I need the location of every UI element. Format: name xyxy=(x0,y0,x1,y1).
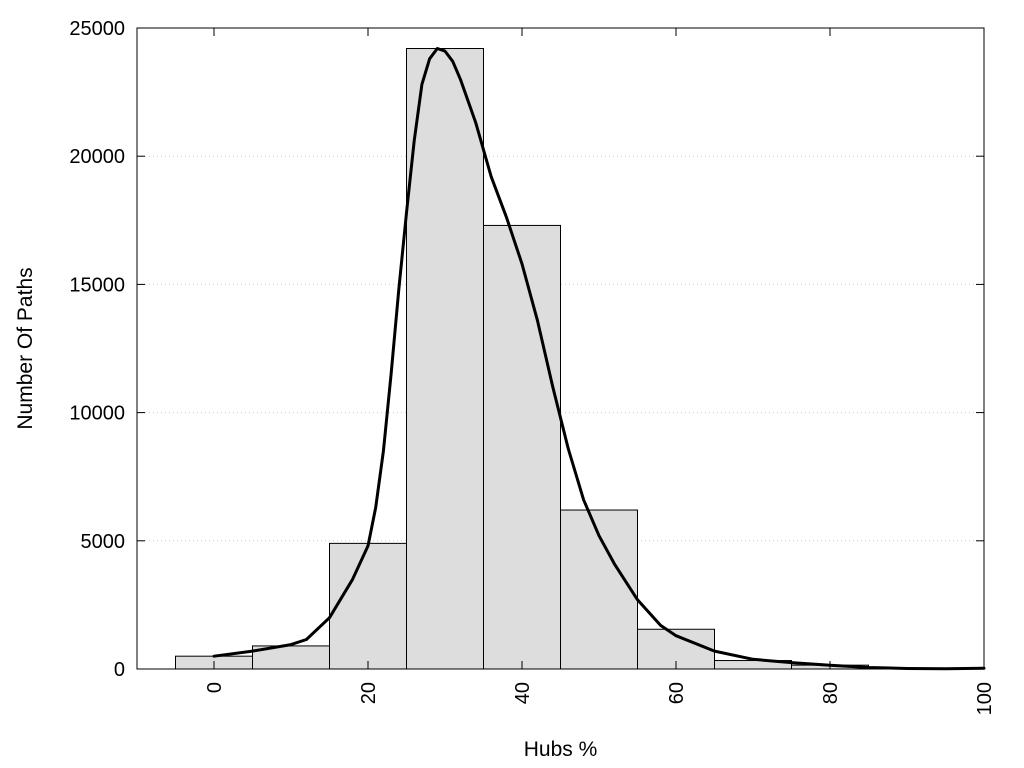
x-axis-label: Hubs % xyxy=(524,738,598,761)
x-tick-label: 100 xyxy=(974,682,996,715)
y-tick-label: 0 xyxy=(114,659,125,681)
x-tick-label: 40 xyxy=(512,682,534,704)
y-tick-label: 10000 xyxy=(69,403,125,425)
y-tick-label: 20000 xyxy=(69,146,125,168)
histogram-bar xyxy=(483,224,561,670)
x-tick-label: 60 xyxy=(666,682,688,704)
y-tick-label: 15000 xyxy=(69,274,125,296)
y-axis-label: Number Of Paths xyxy=(14,267,37,429)
histogram-bars xyxy=(175,48,985,670)
y-axis-ticks: 0 5000 10000 15000 20000 25000 xyxy=(69,18,984,681)
histogram-bar xyxy=(329,542,407,670)
plot-frame xyxy=(136,27,985,670)
x-tick-label: 80 xyxy=(820,682,842,704)
x-axis-ticks: 0 20 40 60 80 100 xyxy=(204,28,996,715)
x-tick-label: 0 xyxy=(204,682,226,693)
histogram-bar xyxy=(406,48,484,670)
y-tick-label: 25000 xyxy=(69,18,125,40)
y-tick-label: 5000 xyxy=(81,531,126,553)
x-tick-label: 20 xyxy=(358,682,380,704)
density-curve xyxy=(212,47,986,671)
